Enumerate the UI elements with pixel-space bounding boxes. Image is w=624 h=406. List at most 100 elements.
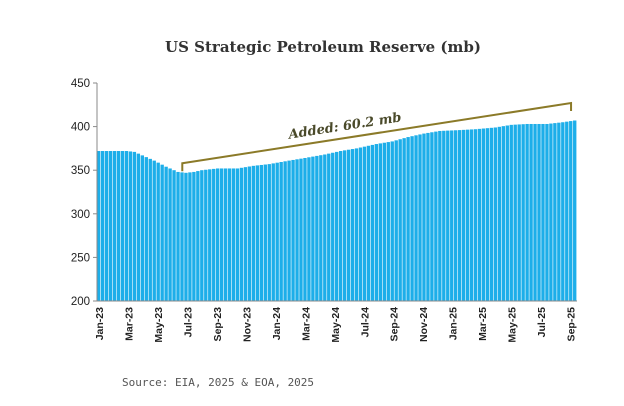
source-note: Source: EIA, 2025 & EOA, 2025 (122, 376, 314, 389)
bar (97, 151, 101, 301)
bar (501, 126, 505, 301)
bar (168, 168, 172, 301)
bar (557, 122, 561, 302)
x-tick-label: Jan-25 (448, 307, 460, 340)
bar (307, 157, 311, 301)
bar (160, 164, 164, 301)
bar (505, 125, 509, 301)
bar (541, 123, 545, 301)
bar (323, 154, 327, 301)
bar (410, 136, 414, 301)
bar (529, 123, 533, 301)
bar (319, 155, 323, 301)
bar (303, 157, 307, 301)
bar (378, 143, 383, 301)
bar (120, 151, 125, 301)
bar (497, 126, 502, 301)
bar (477, 128, 482, 301)
bar (549, 123, 553, 301)
y-tick-label: 350 (71, 165, 90, 177)
bar (509, 124, 513, 301)
bar (533, 123, 537, 301)
bar (259, 164, 264, 301)
bar (362, 146, 367, 301)
bar (291, 159, 295, 301)
bar (338, 151, 343, 301)
bar (521, 124, 525, 301)
bar (216, 168, 220, 301)
bar (100, 151, 105, 301)
bar (473, 129, 478, 301)
bar (422, 133, 426, 301)
bar (354, 148, 359, 301)
bar (219, 168, 224, 301)
bar (263, 164, 267, 301)
bar (450, 130, 454, 301)
bar (402, 138, 406, 301)
bar (239, 167, 244, 301)
bar (247, 166, 252, 301)
y-axis-ticks: 200 250 300 350 400 450 (71, 78, 97, 308)
bar (299, 158, 303, 301)
bar (196, 171, 200, 301)
bar (200, 170, 204, 301)
bar (148, 158, 152, 301)
bar (140, 155, 145, 301)
bar (485, 128, 490, 301)
x-tick-label: Mar-25 (477, 307, 489, 341)
bar (108, 151, 113, 301)
bar (390, 141, 394, 301)
bar (513, 124, 517, 301)
bar (457, 130, 462, 301)
bar (311, 156, 315, 301)
bar (573, 120, 577, 301)
bar (370, 144, 375, 301)
bar (394, 140, 398, 301)
x-tick-label: May-24 (330, 307, 342, 343)
bar (350, 149, 355, 301)
x-tick-label: Jul-24 (359, 307, 371, 338)
bar (116, 151, 121, 301)
bar (382, 142, 386, 301)
bar (358, 147, 363, 301)
x-tick-label: Sep-25 (566, 307, 578, 342)
y-tick-label: 250 (71, 252, 90, 264)
bar (461, 129, 466, 301)
bar (144, 157, 148, 301)
bar (565, 121, 569, 301)
bar (414, 135, 418, 301)
x-tick-label: Sep-24 (389, 307, 401, 342)
bar (489, 127, 494, 301)
bar (283, 161, 287, 301)
bar (132, 151, 137, 301)
bar (331, 152, 335, 301)
bar (434, 131, 438, 301)
axes (96, 83, 577, 302)
bar (235, 168, 240, 301)
x-tick-label: Jan-24 (271, 307, 283, 340)
bar (430, 132, 434, 301)
bar (335, 151, 339, 301)
bar (561, 122, 565, 302)
bar (184, 172, 188, 301)
bar (481, 128, 486, 301)
bar-series (97, 120, 577, 302)
x-tick-label: Jan-23 (94, 307, 106, 340)
bar (172, 170, 176, 301)
y-tick-label: 400 (71, 122, 90, 134)
bar (156, 162, 160, 301)
bar (255, 165, 260, 301)
bar (112, 151, 117, 301)
x-tick-label: May-23 (153, 307, 165, 343)
bar (398, 139, 402, 301)
bar (438, 130, 442, 301)
bar (124, 151, 129, 301)
bar (279, 162, 283, 301)
bar (346, 149, 351, 301)
bar (465, 129, 470, 301)
chart-title: US Strategic Petroleum Reserve (mb) (165, 38, 481, 56)
bar (569, 121, 573, 301)
y-tick-label: 450 (71, 78, 90, 90)
bar (188, 172, 192, 301)
